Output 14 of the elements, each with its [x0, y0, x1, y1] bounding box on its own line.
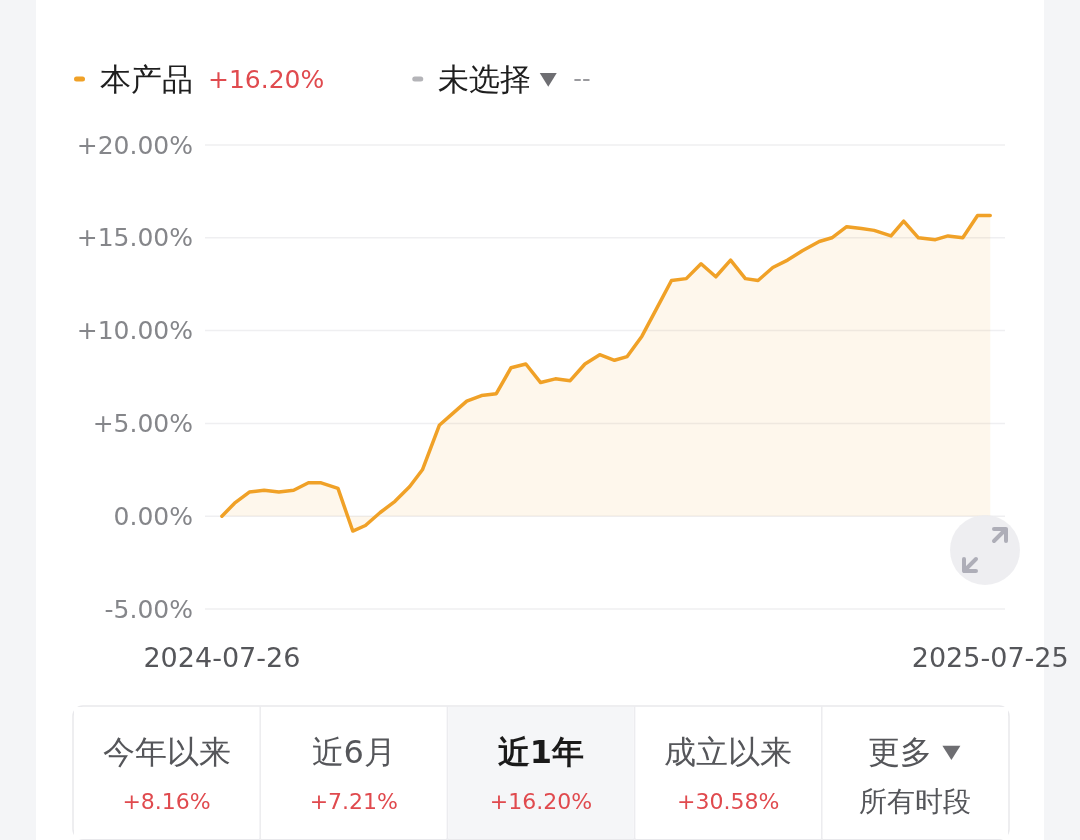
- text: +16.20%: [489, 788, 593, 814]
- text: +16.20%: [208, 64, 325, 94]
- y-tick-label: +15.00%: [76, 223, 193, 253]
- y-tick-label: -5.00%: [104, 594, 193, 624]
- text: --: [573, 65, 591, 93]
- y-tick-label: +10.00%: [76, 316, 193, 346]
- x-tick-label: 2025-07-25: [911, 641, 1069, 673]
- y-tick-label: 0.00%: [113, 501, 193, 531]
- y-tick-label: +20.00%: [76, 130, 193, 160]
- legend-label: 本产品: [100, 61, 193, 97]
- legend-label: 未选择: [438, 61, 532, 97]
- text: 近1年: [497, 733, 585, 771]
- y-tick-label: +5.00%: [92, 408, 193, 438]
- x-tick-label: 2024-07-26: [143, 641, 301, 673]
